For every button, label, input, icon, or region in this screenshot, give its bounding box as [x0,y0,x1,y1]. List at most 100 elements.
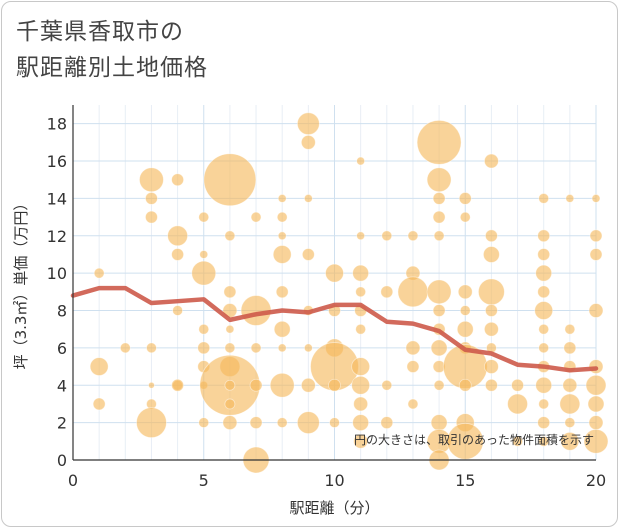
chart-title: 千葉県香取市の 駅距離別土地価格 [16,19,208,81]
y-tick-label: 18 [47,115,67,134]
data-bubble [565,194,575,203]
data-bubble [224,230,236,242]
data-bubble [145,210,158,224]
data-bubble [171,378,185,392]
data-bubble [484,229,498,243]
data-bubble [458,378,472,392]
data-bubble [534,301,554,320]
data-bubble [356,156,366,166]
data-bubble [224,398,236,410]
data-bubble [272,245,292,264]
x-tick-label: 20 [586,471,606,490]
data-bubble [250,342,262,354]
data-bubble [587,395,605,413]
data-bubble [303,343,313,353]
average-price-line [70,285,599,373]
x-axis-label: 駅距離（分） [289,499,379,517]
data-bubble [250,211,262,223]
data-bubble [483,359,499,374]
data-bubble [269,372,295,398]
data-bubble [198,323,210,335]
data-bubble [136,407,167,439]
data-bubble [199,250,209,259]
data-bubble [564,417,576,429]
data-bubble [559,393,581,415]
data-bubble [432,210,446,224]
data-bubble [432,192,446,205]
data-bubble [538,323,550,335]
data-bubble [589,248,603,261]
data-bubble [537,285,551,299]
data-bubble [89,357,109,376]
data-bubble [277,231,287,241]
data-bubble [585,374,607,396]
data-bubble [563,341,577,355]
data-bubble [352,264,370,282]
data-bubble [458,192,472,205]
data-bubble [564,323,576,335]
data-bubble [296,112,320,136]
data-bubble [591,194,601,203]
axes: 0 5 10 15 20 0 2 4 6 8 10 12 14 16 18 [47,105,606,490]
data-bubble [273,320,291,338]
data-bubble [459,211,471,223]
data-bubble [224,342,236,354]
data-bubble [588,415,604,431]
data-bubble [353,396,369,412]
data-bubble [538,435,550,447]
data-bubble [538,193,550,204]
data-bubble [583,428,609,454]
data-bubble [351,357,371,376]
data-bubble [482,246,500,263]
y-tick-label: 6 [57,339,67,358]
y-tick-label: 16 [47,152,67,171]
data-bubble [172,305,184,316]
data-bubble [426,279,452,305]
data-bubble [433,230,445,242]
data-bubble [430,339,448,357]
data-bubble [301,248,315,261]
data-bubble [477,278,505,306]
data-bubble [538,398,550,410]
data-bubble [277,343,287,353]
data-bubble [407,398,419,410]
data-bubble [223,285,237,299]
data-bubble [167,225,189,247]
data-bubble [535,264,553,282]
data-bubble [397,276,429,308]
data-bubble [276,211,288,223]
bubble-series [89,112,609,474]
data-bubble [249,378,263,392]
data-bubble [276,417,288,429]
data-bubble [456,320,474,338]
data-bubble [432,304,446,317]
y-tick-label: 14 [47,189,67,208]
data-bubble [191,260,217,286]
y-tick-label: 10 [47,264,67,283]
data-bubble [537,416,551,430]
average-line-series [70,285,599,373]
data-bubble [92,397,106,411]
data-bubble [381,379,393,391]
data-bubble [507,393,528,415]
x-tick-label: 5 [199,471,209,490]
x-tick-label: 10 [324,471,344,490]
data-bubble [405,340,421,356]
data-bubble [381,230,393,242]
y-tick-label: 8 [57,302,67,321]
data-bubble [277,194,287,203]
data-bubble [380,285,394,299]
data-bubble [459,305,471,316]
data-bubble [93,267,105,279]
data-bubble [355,286,367,298]
data-bubble [416,119,462,165]
data-bubble [300,134,316,150]
data-bubble [139,167,164,193]
y-tick-label: 12 [47,227,67,246]
size-note: 円の大きさは、取引のあった物件面積を示す [354,432,594,447]
data-bubble [535,376,553,394]
data-bubble [483,321,499,337]
data-bubble [224,379,236,391]
data-bubble [197,341,211,355]
